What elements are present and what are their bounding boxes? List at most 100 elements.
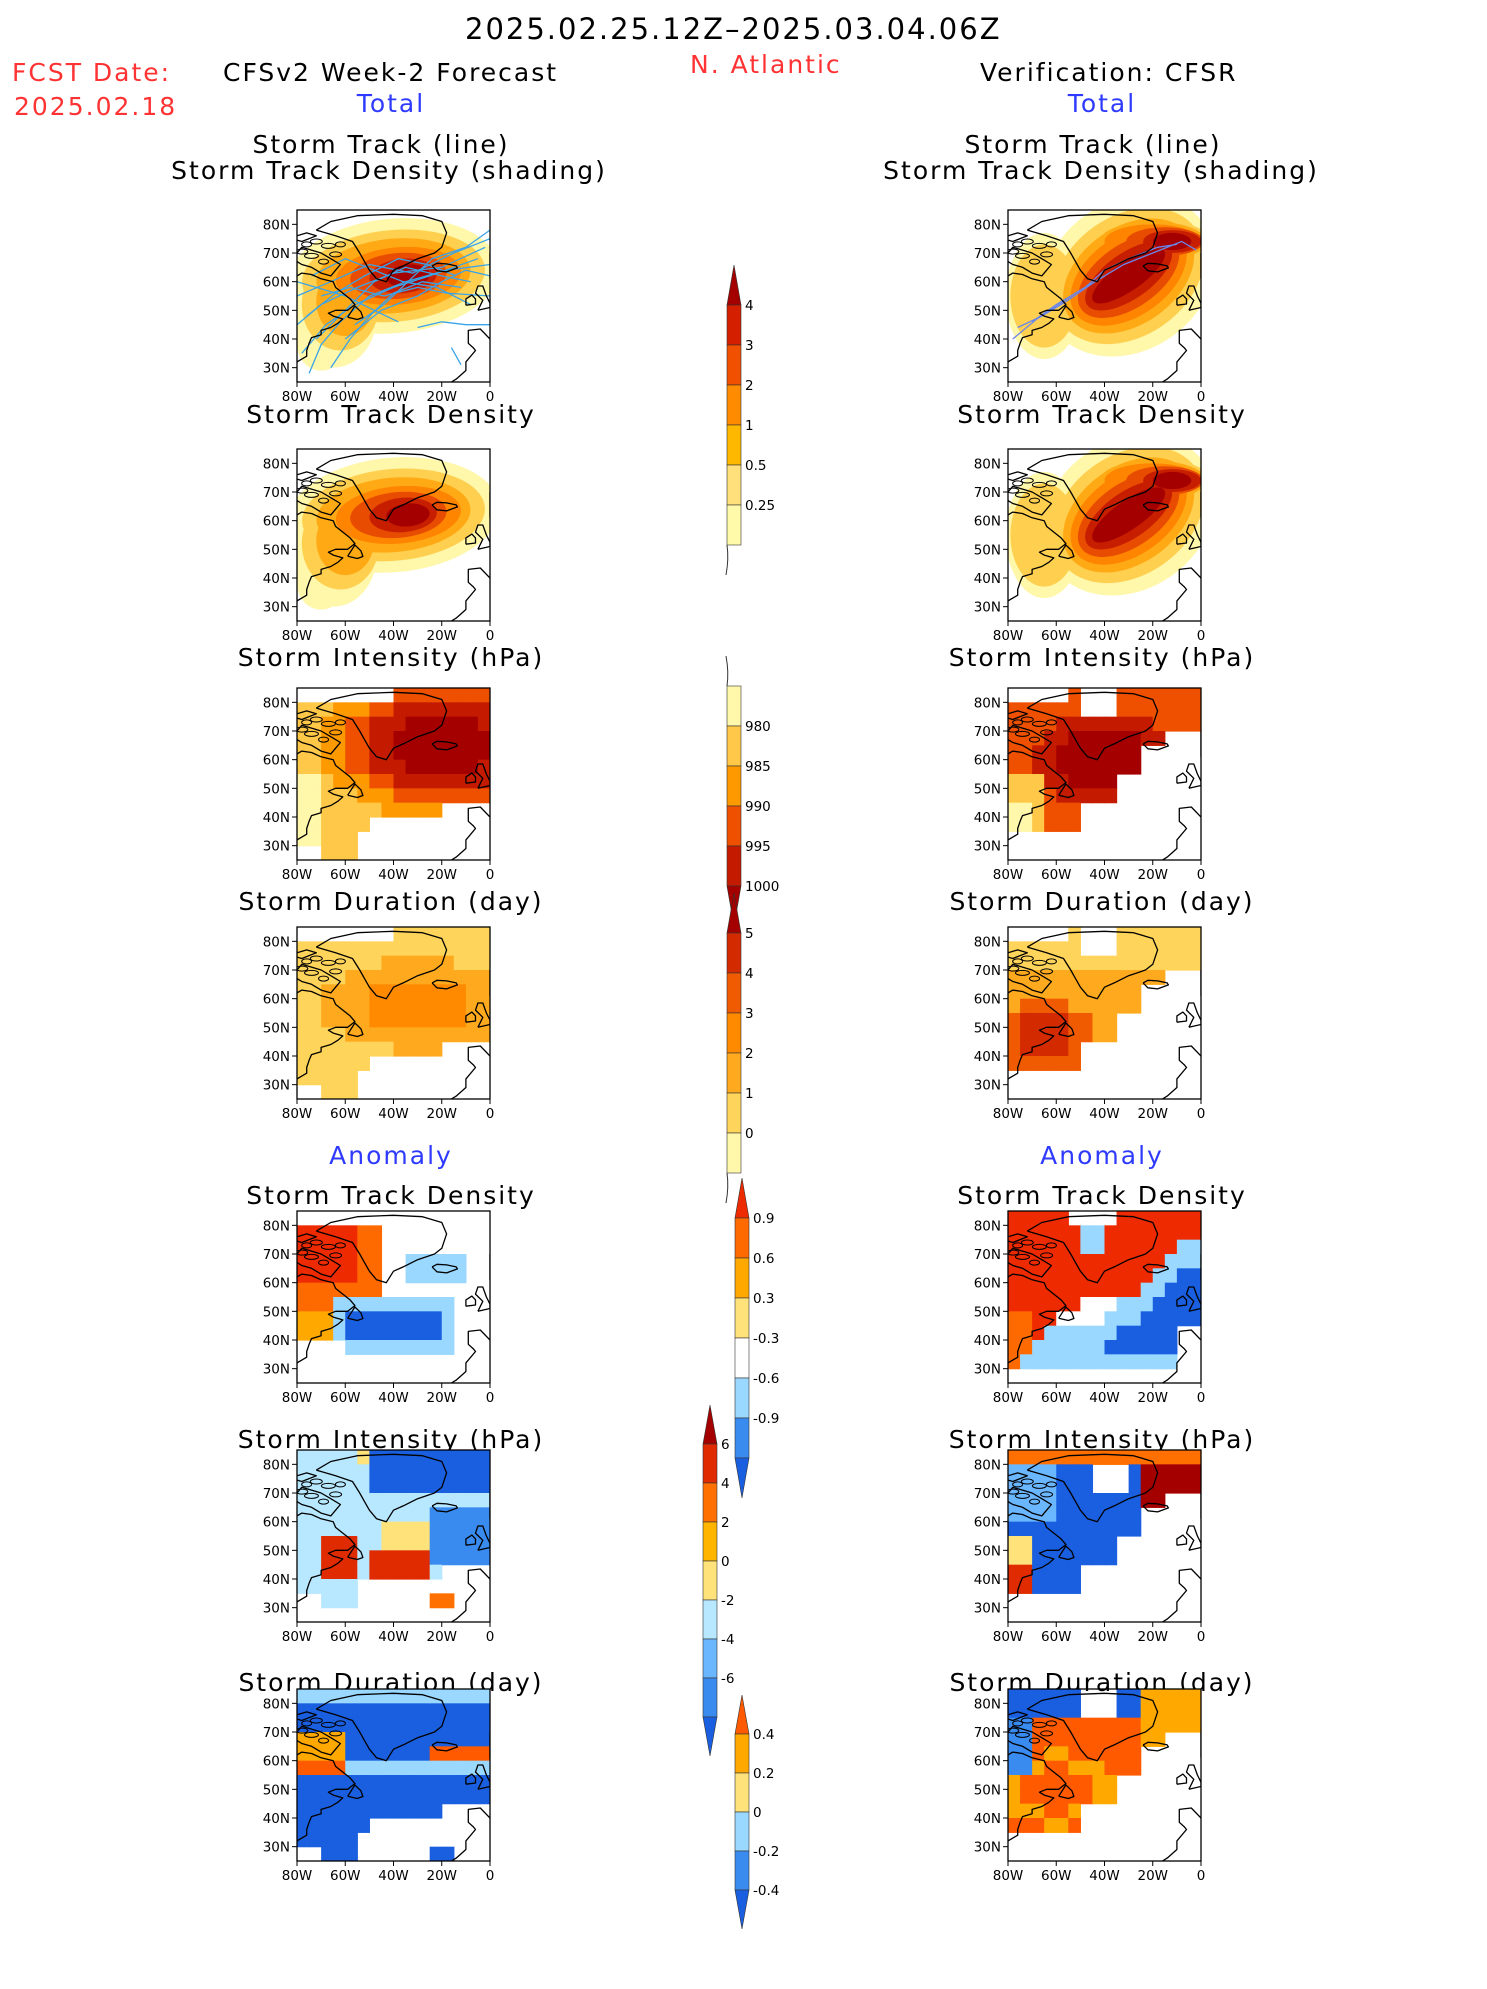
lat-tick-label: 50N (974, 1543, 1001, 1559)
island-outline (1008, 487, 1020, 494)
grid-cell (333, 1325, 346, 1341)
colorbar-label: 0.2 (753, 1766, 774, 1782)
grid-cell (441, 1789, 455, 1805)
coastline-britain (1185, 1525, 1201, 1551)
grid-cell (1056, 1760, 1069, 1776)
grid-cell (1128, 970, 1142, 985)
coastline-canada (1008, 1751, 1067, 1842)
grid-cell (321, 1789, 334, 1805)
grid-cell (297, 1775, 310, 1790)
coastline-newfoundland (347, 305, 364, 321)
island-outline (1008, 1727, 1020, 1734)
grid-cell (441, 1325, 455, 1341)
grid-cell (1020, 1789, 1033, 1805)
grid-cell (1044, 1564, 1057, 1580)
grid-cell (1068, 927, 1081, 942)
grid-cell (1092, 1239, 1106, 1255)
grid-cell (417, 788, 431, 804)
island-outline (309, 955, 323, 962)
lat-tick-label: 80N (974, 1457, 1001, 1473)
grid-cell (1092, 1027, 1106, 1043)
grid-cell (1068, 1239, 1081, 1255)
grid-cell (369, 788, 383, 804)
grid-cell (1116, 1340, 1130, 1355)
grid-cell (1116, 1268, 1130, 1284)
grid-cell (309, 1493, 322, 1508)
grid-cell (1164, 688, 1178, 703)
colorbar-segment (726, 1132, 742, 1174)
grid-cell (1104, 1254, 1118, 1269)
grid-cell (369, 1225, 383, 1241)
lat-tick-label: 60N (263, 1515, 290, 1531)
grid-cell (1176, 1703, 1190, 1719)
grid-cell (309, 1450, 322, 1465)
colorbar-label: 2 (745, 1046, 754, 1062)
coastline-europe (451, 1568, 490, 1622)
island-outline (1040, 251, 1054, 258)
grid-cell (1068, 1550, 1081, 1566)
grid-cell (1080, 1550, 1094, 1566)
grid-cell (321, 1239, 334, 1255)
lat-tick-label: 70N (263, 1247, 290, 1263)
grid-cell (393, 1027, 407, 1043)
grid-cell (453, 1689, 467, 1704)
grid-cell (369, 1450, 383, 1465)
lon-tick-label: 20W (426, 1868, 457, 1884)
grid-cell (1056, 984, 1069, 1000)
grid-cell (369, 984, 383, 1000)
grid-cell (1056, 1478, 1069, 1494)
grid-cell (393, 1717, 407, 1733)
lat-tick-label: 60N (974, 753, 1001, 769)
grid-cell (1092, 1225, 1106, 1241)
grid-cell (1056, 759, 1069, 775)
grid-cell (405, 1493, 419, 1508)
grid-cell (393, 1464, 407, 1480)
grid-cell (357, 1013, 370, 1028)
grid-cell (1068, 941, 1081, 957)
grid-cell (321, 1041, 334, 1057)
grid-cell (381, 759, 395, 775)
grid-cell (345, 702, 358, 718)
island-outline (301, 719, 313, 726)
grid-cell (297, 788, 310, 804)
grid-cell (357, 1717, 370, 1733)
grid-cell (1068, 1717, 1081, 1733)
grid-cell (1020, 817, 1033, 832)
colorbar-segment (726, 805, 742, 847)
lon-tick-label: 0 (1197, 867, 1206, 883)
grid-cell (1008, 702, 1021, 718)
grid-cell (417, 1536, 431, 1551)
grid-cell (405, 788, 419, 804)
grid-cell (405, 955, 419, 971)
grid-cell (1044, 1775, 1057, 1790)
grid-cell (1116, 1760, 1130, 1776)
island-outline (1020, 1239, 1034, 1246)
grid-cell (309, 1013, 322, 1028)
grid-cell (1020, 788, 1033, 804)
grid-cell (1080, 1225, 1094, 1241)
lat-tick-label: 50N (974, 781, 1001, 797)
grid-cell (333, 1746, 346, 1762)
grid-cell (453, 774, 467, 789)
grid-cell (369, 802, 383, 818)
grid-cell (1116, 716, 1130, 732)
grid-cell (297, 1268, 310, 1284)
grid-cell (1164, 1450, 1178, 1465)
grid-cell (1008, 802, 1021, 818)
coastline-canada (1008, 272, 1067, 363)
grid-cell (465, 1493, 479, 1508)
grid-cell (321, 1803, 334, 1819)
panel-title-vf-anom-intensity: Storm Intensity (hPa) (948, 1425, 1256, 1454)
density-field (1008, 449, 1201, 599)
grid-cell (297, 1564, 310, 1580)
grid-cell (321, 1593, 334, 1609)
grid-cell (1104, 759, 1118, 775)
colorbar-triangle-top (726, 892, 742, 934)
grid-cell (309, 788, 322, 804)
coastline-iceland (431, 262, 459, 273)
grid-cell (405, 984, 419, 1000)
grid-cell (1080, 1746, 1094, 1762)
grid-cell (333, 1818, 346, 1833)
